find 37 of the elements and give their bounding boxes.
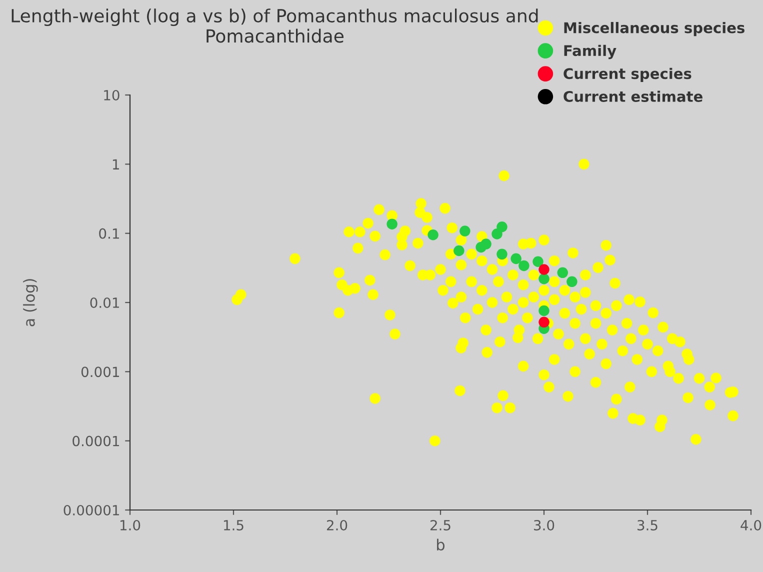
point (386, 218, 398, 230)
point (496, 221, 508, 232)
x-tick-label: 2.5 (430, 520, 450, 530)
legend-label: Miscellaneous species (564, 22, 744, 36)
y-tick-label: 0.1 (99, 228, 119, 239)
y-axis-title: a (log) (23, 279, 38, 326)
point (518, 260, 530, 272)
x-tick-label: 3.5 (638, 520, 658, 530)
y-tick-label: 0.00001 (64, 504, 119, 516)
x-axis-title: b (437, 538, 445, 551)
point (454, 245, 464, 256)
legend-label: Current estimate (564, 90, 702, 102)
point (538, 305, 550, 316)
y-tick-label: 10 (104, 90, 120, 100)
point (480, 238, 492, 250)
y-tick-label: 0.001 (81, 366, 119, 378)
x-tick-label: 3.0 (534, 520, 554, 530)
chart-title: Length-weight (log a vs b) of Pomacanthus maculosus and Pomacanthidae (12, 8, 538, 43)
point (538, 316, 550, 328)
point (538, 264, 550, 275)
point (538, 273, 550, 284)
x-tick-label: 2.0 (326, 520, 348, 530)
x-tick-label: 4.0 (740, 520, 762, 530)
legend-label: Current species (564, 68, 692, 82)
point (428, 229, 438, 240)
y-tick-label: 0.01 (90, 297, 119, 308)
point (460, 226, 470, 236)
y-tick-label: 0.0001 (72, 436, 119, 446)
point (557, 267, 568, 278)
point (510, 253, 522, 264)
y-tick-label: 1 (112, 159, 119, 170)
x-tick-label: 1.0 (120, 520, 140, 530)
legend-label: Family (564, 44, 616, 60)
point (566, 276, 578, 288)
point (496, 248, 508, 260)
point (532, 256, 544, 267)
x-tick-label: 1.5 (224, 520, 244, 530)
